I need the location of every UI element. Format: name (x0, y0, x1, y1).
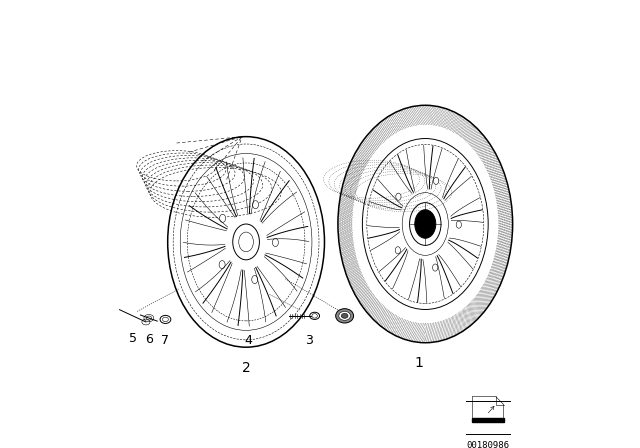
Ellipse shape (339, 311, 351, 320)
Ellipse shape (336, 309, 353, 323)
Text: 1: 1 (414, 356, 423, 370)
Ellipse shape (220, 214, 226, 222)
Ellipse shape (253, 201, 259, 209)
Ellipse shape (341, 314, 348, 318)
Ellipse shape (433, 264, 438, 271)
Text: 7: 7 (161, 334, 170, 347)
Text: 6: 6 (145, 333, 153, 346)
Ellipse shape (252, 276, 258, 284)
Ellipse shape (415, 210, 436, 238)
Ellipse shape (456, 221, 461, 228)
Text: 00180986: 00180986 (467, 441, 509, 448)
Ellipse shape (273, 238, 278, 246)
Text: 3: 3 (305, 334, 313, 347)
Ellipse shape (396, 193, 401, 200)
Text: 4: 4 (244, 334, 252, 347)
Ellipse shape (396, 247, 401, 254)
Text: 2: 2 (242, 361, 250, 375)
Ellipse shape (433, 177, 438, 185)
Ellipse shape (219, 261, 225, 269)
Polygon shape (472, 418, 504, 422)
Text: 5: 5 (129, 332, 137, 345)
